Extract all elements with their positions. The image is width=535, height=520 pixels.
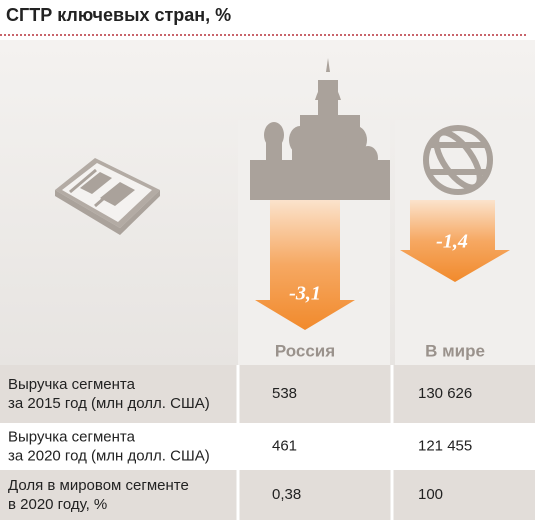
- arrow-label: -1,4: [436, 231, 468, 253]
- world-arrow: [400, 200, 510, 282]
- row-label: Выручка сегмента за 2020 год (млн долл. С…: [8, 428, 210, 464]
- column-header: В мире: [425, 341, 485, 360]
- arrow-label: -3,1: [289, 283, 321, 305]
- row-bg: [0, 365, 535, 423]
- cell-value: 121 455: [418, 437, 472, 454]
- cell-value: 0,38: [272, 486, 301, 503]
- russia-arrow: [255, 200, 355, 330]
- cathedral-icon: [250, 58, 390, 200]
- newspaper-icon: [55, 158, 160, 235]
- title: СГТР ключевых стран, %: [6, 5, 231, 25]
- cell-value: 461: [272, 437, 297, 454]
- cell-value: 538: [272, 385, 297, 402]
- globe-icon: [423, 125, 493, 195]
- row-label: Выручка сегмента за 2015 год (млн долл. С…: [8, 376, 210, 412]
- cell-value: 100: [418, 486, 443, 503]
- column-header: Россия: [275, 341, 335, 360]
- row-bg: [0, 470, 535, 520]
- row-label: Доля в мировом сегменте в 2020 году, %: [8, 477, 189, 513]
- cell-value: 130 626: [418, 385, 472, 402]
